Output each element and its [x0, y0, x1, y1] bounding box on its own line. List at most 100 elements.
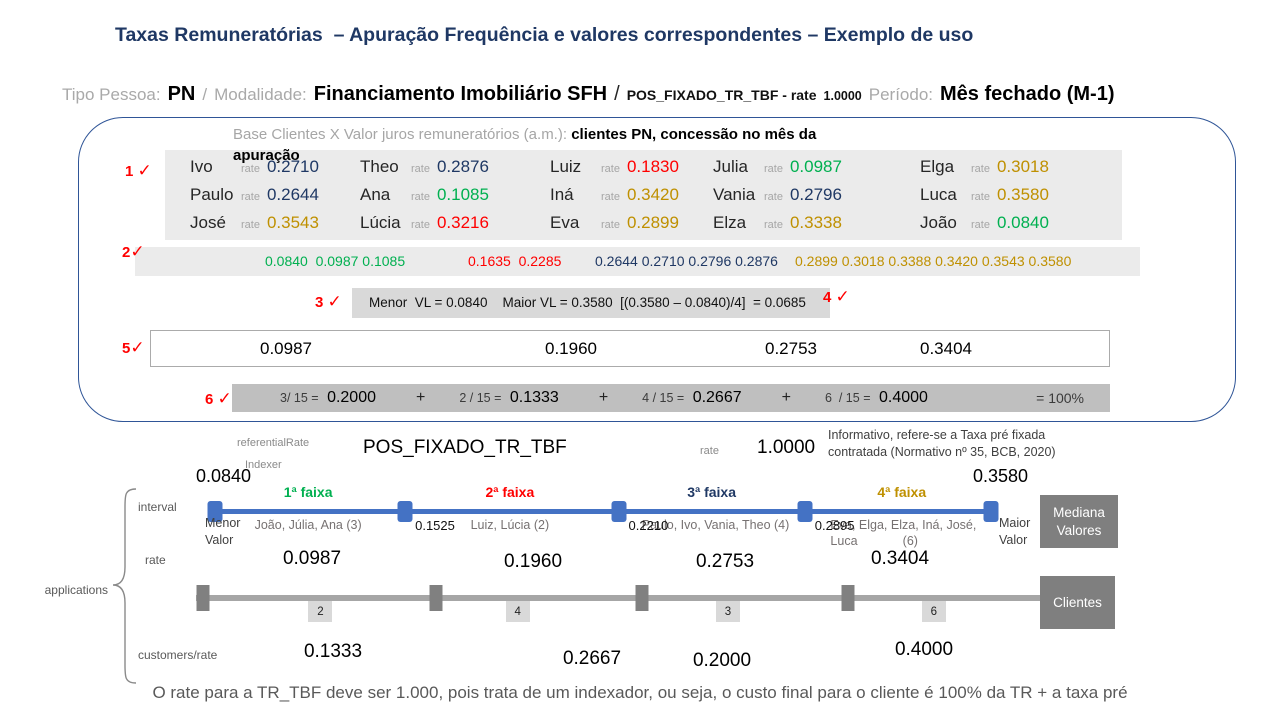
page-title: Taxas Remuneratórias – Apuração Frequênc… [115, 24, 974, 46]
client-name: Ivo [190, 157, 213, 176]
freq-value: 0.2000 [327, 389, 376, 406]
rate-value: 0.2753 [695, 551, 755, 572]
client-rate-value: 0.2710 [266, 157, 319, 176]
interval-label: interval [138, 500, 177, 514]
rate-label: rate [764, 163, 783, 175]
client-cell: Eva rate 0.2899 [550, 213, 713, 241]
periodo-value: Mês fechado (M-1) [940, 83, 1115, 105]
freq-fraction: 2 / 15 = [459, 391, 505, 405]
client-rate-value: 0.3543 [266, 213, 319, 232]
faixa-4-names: Eva, Elga, Elza, Iná, José, Luca (6) [830, 517, 990, 549]
client-name: Paulo [190, 185, 234, 204]
interval-marker [611, 501, 627, 522]
rate-value: 0.1960 [503, 551, 563, 572]
step-5-marker: 5✓ [122, 338, 145, 358]
rate-label: rate [764, 219, 783, 231]
client-name: Julia [713, 157, 748, 176]
clients-marker [196, 585, 210, 611]
interval-marker [797, 501, 813, 522]
step-number: 2 [122, 244, 131, 261]
rate-label: rate [411, 191, 430, 203]
clients-marker [841, 585, 855, 611]
product-code: POS_FIXADO_TR_TBF - rate [626, 87, 817, 103]
rate-label: rate [411, 219, 430, 231]
client-name: Ana [360, 185, 391, 204]
step-number: 5 [122, 340, 131, 357]
faixa-3-label: 3ª faixa [687, 484, 737, 500]
median-value: 0.3404 [920, 339, 972, 358]
client-rate-value: 0.0840 [996, 213, 1049, 232]
interval-marker [397, 501, 413, 522]
faixa-3-names: Paulo, Ivo, Vania, Theo (4) [641, 518, 790, 532]
panel-header-black: clientes PN, concessão no mês da [571, 126, 817, 143]
client-cell: José rate 0.3543 [190, 213, 360, 241]
client-count-badge: 3 [715, 601, 740, 622]
client-cell: Ivo rate 0.2710 [190, 157, 360, 185]
client-rate-value: 0.2899 [626, 213, 679, 232]
client-cell: Elga rate 0.3018 [920, 157, 1122, 185]
freq-fraction: 4 / 15 = [642, 391, 688, 405]
sorted-group-navy: 0.2644 0.2710 0.2796 0.2876 [595, 253, 778, 269]
min-value: 0.0840 [196, 466, 252, 486]
tipo-pessoa-label: Tipo Pessoa: [62, 85, 161, 104]
faixa-4-names-line2: Luca (6) [830, 534, 918, 548]
clients-track: 2 4 3 6 [196, 585, 1056, 622]
rate-label: rate [971, 163, 990, 175]
step-number: 1 [125, 163, 134, 180]
check-icon: ✓ [217, 389, 232, 408]
step-6-marker: 6 ✓ [205, 389, 232, 409]
rate-label: rate [411, 163, 430, 175]
client-cell: Lúcia rate 0.3216 [360, 213, 550, 241]
client-name: Elga [920, 157, 955, 176]
rate-label: rate [241, 191, 260, 203]
medians-box: 0.0987 0.1960 0.2753 0.3404 [150, 330, 1110, 367]
tick-value: 0.1525 [415, 518, 455, 533]
client-cell: Ana rate 0.1085 [360, 185, 550, 213]
interval-track: 1ª faixa 2ª faixa 3ª faixa 4ª faixa João… [207, 484, 999, 548]
step-number: 6 [205, 391, 214, 408]
sorted-group-gold: 0.2899 0.3018 0.3388 0.3420 0.3543 0.358… [795, 253, 1072, 269]
faixa-2-names: Luiz, Lúcia (2) [470, 518, 550, 532]
customers-rate-label: customers/rate [138, 648, 218, 662]
freq-fraction: 3/ 15 = [280, 391, 323, 405]
client-name: Lúcia [360, 213, 401, 232]
modalidade-value: Financiamento Imobiliário SFH [313, 83, 608, 105]
client-cell: João rate 0.0840 [920, 213, 1122, 241]
panel-header-gray: Base Clientes X Valor juros remuneratóri… [233, 126, 572, 143]
clients-marker [635, 585, 649, 611]
faixa-4-label: 4ª faixa [877, 484, 927, 500]
client-cell: Theo rate 0.2876 [360, 157, 550, 185]
client-name: Elza [713, 213, 747, 232]
client-rate-value: 0.3580 [996, 185, 1049, 204]
separator: / [202, 85, 208, 104]
check-icon: ✓ [835, 287, 850, 306]
sorted-group-red: 0.1635 0.2285 [468, 253, 562, 269]
applications-label: applications [44, 583, 108, 597]
customers-rate-value: 0.2000 [692, 650, 752, 671]
plus-sign: + [781, 389, 791, 406]
client-rate-value: 0.3420 [626, 185, 679, 204]
product-rate: 1.0000 [823, 89, 862, 103]
rate-label: rate [971, 191, 990, 203]
freq-fraction: 6 / 15 = [824, 391, 874, 405]
footer-note: O rate para a TR_TBF deve ser 1.000, poi… [152, 683, 1128, 702]
referential-rate-label: referentialRate [237, 437, 310, 449]
client-name: Theo [360, 157, 399, 176]
rate-label: rate [241, 163, 260, 175]
client-cell: Elza rate 0.3338 [713, 213, 920, 241]
client-count-badge: 2 [308, 601, 333, 622]
tick-value: 0.2210 [628, 518, 669, 533]
faixa-1-names: João, Júlia, Ana (3) [254, 518, 362, 532]
client-rate-value: 0.2644 [266, 185, 319, 204]
freq-value: 0.4000 [878, 389, 928, 406]
diagram-rate-value: 1.0000 [757, 437, 816, 458]
frequency-box: 3/ 15 = 0.2000 + 2 / 15 = 0.1333 + 4 / 1… [232, 384, 1110, 412]
client-cell: Paulo rate 0.2644 [190, 185, 360, 213]
step-2-marker: 2✓ [122, 242, 145, 262]
freq-value: 0.2667 [692, 389, 742, 406]
step-number: 4 [823, 289, 832, 306]
client-cell: Luca rate 0.3580 [920, 185, 1122, 213]
sorted-group-green: 0.0840 0.0987 0.1085 [265, 253, 406, 269]
check-icon: ✓ [137, 161, 152, 180]
